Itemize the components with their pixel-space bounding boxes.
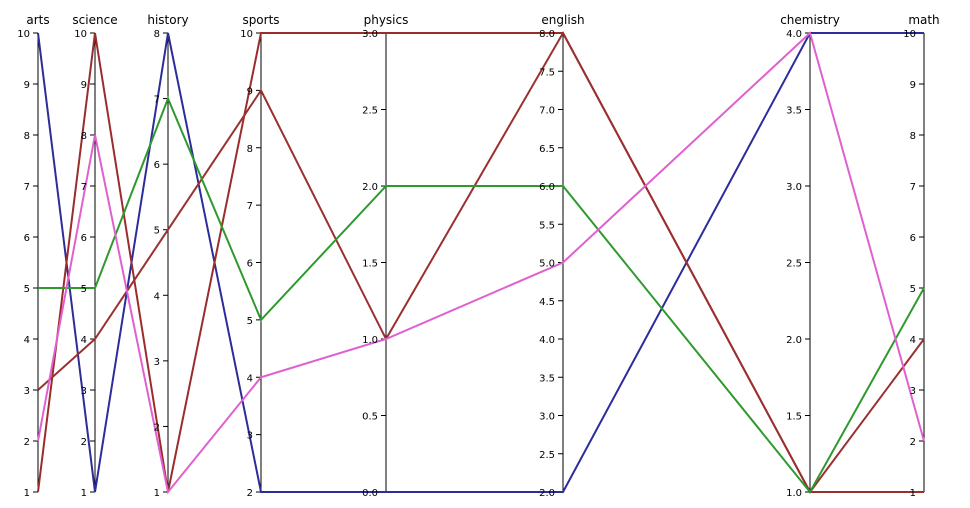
tick-label-history-4: 4 bbox=[154, 291, 160, 302]
tick-label-math-10: 10 bbox=[903, 29, 916, 40]
tick-label-science-2: 2 bbox=[81, 437, 87, 448]
tick-label-physics-2.5: 2.5 bbox=[362, 106, 378, 117]
tick-label-arts-1: 1 bbox=[24, 488, 30, 499]
series-line-4 bbox=[38, 95, 925, 494]
tick-label-english-7.0: 7.0 bbox=[539, 106, 555, 117]
tick-label-arts-2: 2 bbox=[24, 437, 30, 448]
tick-label-arts-3: 3 bbox=[24, 386, 30, 397]
tick-label-english-3.5: 3.5 bbox=[539, 373, 555, 384]
axis-title-math: math bbox=[908, 13, 939, 27]
axis-title-sports: sports bbox=[242, 13, 279, 27]
tick-label-sports-3: 3 bbox=[247, 431, 253, 442]
tick-label-physics-2.0: 2.0 bbox=[362, 182, 378, 193]
tick-label-arts-8: 8 bbox=[24, 131, 30, 142]
tick-label-sports-5: 5 bbox=[247, 316, 253, 327]
tick-label-math-7: 7 bbox=[910, 182, 916, 193]
labels-layer: 1 2 3 4 5 6 7 8 9 10 arts 1 2 3 4 5 6 7 8 9 10 science 1 2 3 4 5 6 7… bbox=[17, 13, 939, 499]
tick-label-math-3: 3 bbox=[910, 386, 916, 397]
tick-label-arts-5: 5 bbox=[24, 284, 30, 295]
tick-label-sports-8: 8 bbox=[247, 144, 253, 155]
tick-label-science-10: 10 bbox=[74, 29, 87, 40]
tick-label-math-4: 4 bbox=[910, 335, 916, 346]
tick-label-english-4.5: 4.5 bbox=[539, 297, 555, 308]
tick-label-history-3: 3 bbox=[154, 357, 160, 368]
tick-label-science-3: 3 bbox=[81, 386, 87, 397]
tick-label-science-9: 9 bbox=[81, 80, 87, 91]
tick-label-english-2.5: 2.5 bbox=[539, 450, 555, 461]
tick-label-math-6: 6 bbox=[910, 233, 916, 244]
axis-title-physics: physics bbox=[364, 13, 409, 27]
tick-label-physics-0.5: 0.5 bbox=[362, 412, 378, 423]
tick-label-sports-9: 9 bbox=[247, 86, 253, 97]
tick-label-history-1: 1 bbox=[154, 488, 160, 499]
tick-label-english-5.0: 5.0 bbox=[539, 259, 555, 270]
tick-label-history-7: 7 bbox=[154, 95, 160, 106]
tick-label-physics-1.0: 1.0 bbox=[362, 335, 378, 346]
series-lines-layer bbox=[37, 30, 925, 495]
tick-label-science-5: 5 bbox=[81, 284, 87, 295]
tick-label-chemistry-1.5: 1.5 bbox=[786, 412, 802, 423]
tick-label-history-8: 8 bbox=[154, 29, 160, 40]
tick-label-chemistry-4.0: 4.0 bbox=[786, 29, 802, 40]
series-line-5 bbox=[37, 31, 925, 495]
tick-label-science-6: 6 bbox=[81, 233, 87, 244]
tick-label-physics-0.0: 0.0 bbox=[362, 488, 378, 499]
tick-label-history-6: 6 bbox=[154, 160, 160, 171]
tick-label-chemistry-2.0: 2.0 bbox=[786, 335, 802, 346]
tick-label-math-5: 5 bbox=[910, 284, 916, 295]
tick-label-arts-9: 9 bbox=[24, 80, 30, 91]
axis-title-history: history bbox=[147, 13, 188, 27]
tick-label-english-6.0: 6.0 bbox=[539, 182, 555, 193]
tick-label-math-1: 1 bbox=[910, 488, 916, 499]
tick-label-history-5: 5 bbox=[154, 226, 160, 237]
tick-label-english-3.0: 3.0 bbox=[539, 412, 555, 423]
axis-title-arts: arts bbox=[26, 13, 49, 27]
tick-label-english-6.5: 6.5 bbox=[539, 144, 555, 155]
tick-label-math-8: 8 bbox=[910, 131, 916, 142]
axis-title-chemistry: chemistry bbox=[780, 13, 840, 27]
tick-label-arts-4: 4 bbox=[24, 335, 30, 346]
tick-label-sports-6: 6 bbox=[247, 259, 253, 270]
tick-label-sports-7: 7 bbox=[247, 201, 253, 212]
tick-label-arts-10: 10 bbox=[17, 29, 30, 40]
series-line-3 bbox=[37, 30, 925, 494]
tick-label-chemistry-1.0: 1.0 bbox=[786, 488, 802, 499]
axis-title-science: science bbox=[72, 13, 117, 27]
axis-title-english: english bbox=[541, 13, 584, 27]
tick-label-science-7: 7 bbox=[81, 182, 87, 193]
tick-label-arts-7: 7 bbox=[24, 182, 30, 193]
tick-label-history-2: 2 bbox=[154, 422, 160, 433]
series-line-1 bbox=[37, 32, 924, 493]
tick-label-english-2.0: 2.0 bbox=[539, 488, 555, 499]
tick-label-chemistry-2.5: 2.5 bbox=[786, 259, 802, 270]
tick-label-science-8: 8 bbox=[81, 131, 87, 142]
tick-label-english-5.5: 5.5 bbox=[539, 220, 555, 231]
tick-label-chemistry-3.5: 3.5 bbox=[786, 106, 802, 117]
tick-label-science-4: 4 bbox=[81, 335, 87, 346]
tick-label-english-7.5: 7.5 bbox=[539, 67, 555, 78]
tick-label-english-8.0: 8.0 bbox=[539, 29, 555, 40]
tick-label-sports-2: 2 bbox=[247, 488, 253, 499]
tick-label-english-4.0: 4.0 bbox=[539, 335, 555, 346]
tick-label-math-2: 2 bbox=[910, 437, 916, 448]
tick-label-chemistry-3.0: 3.0 bbox=[786, 182, 802, 193]
tick-label-science-1: 1 bbox=[81, 488, 87, 499]
tick-label-sports-10: 10 bbox=[240, 29, 253, 40]
tick-label-arts-6: 6 bbox=[24, 233, 30, 244]
tick-label-sports-4: 4 bbox=[247, 373, 253, 384]
tick-label-math-9: 9 bbox=[910, 80, 916, 91]
tick-label-physics-1.5: 1.5 bbox=[362, 259, 378, 270]
tick-label-physics-3.0: 3.0 bbox=[362, 29, 378, 40]
